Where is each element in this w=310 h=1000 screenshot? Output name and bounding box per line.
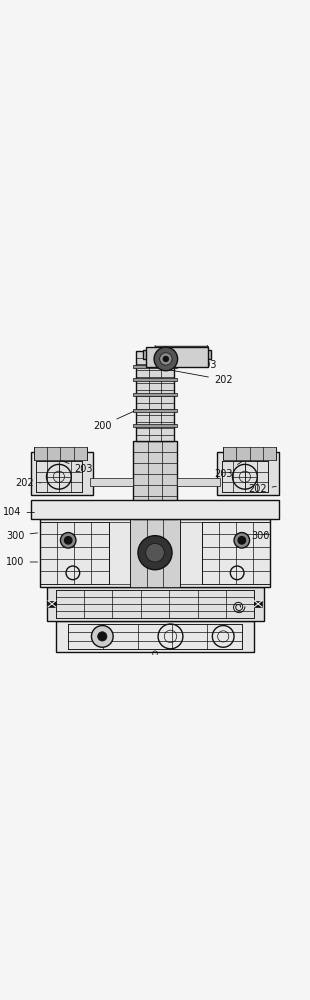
FancyBboxPatch shape	[155, 344, 208, 352]
Circle shape	[234, 533, 250, 548]
Bar	[48, 601, 56, 607]
Bar	[56, 590, 254, 618]
Text: 202: 202	[16, 478, 40, 488]
Bar	[202, 522, 270, 584]
Text: 202: 202	[248, 484, 276, 494]
Bar	[68, 624, 242, 649]
Circle shape	[163, 356, 168, 361]
Circle shape	[160, 353, 172, 365]
Bar	[108, 522, 202, 584]
Bar	[56, 621, 254, 652]
Bar	[177, 478, 220, 486]
Bar	[143, 350, 211, 359]
Bar	[146, 347, 208, 367]
Bar	[31, 508, 43, 517]
Bar	[133, 409, 177, 412]
Bar	[254, 601, 262, 607]
Bar	[31, 500, 279, 519]
Bar	[217, 452, 279, 495]
Bar	[136, 351, 174, 441]
Bar	[155, 353, 198, 365]
Circle shape	[154, 347, 178, 371]
Text: 300: 300	[6, 531, 38, 541]
Text: 203: 203	[61, 461, 93, 474]
Bar	[222, 461, 268, 492]
Circle shape	[146, 543, 164, 562]
Bar	[34, 447, 87, 460]
Bar	[40, 522, 108, 584]
Text: 203: 203	[176, 357, 217, 370]
Text: 202: 202	[172, 370, 232, 385]
Text: 203: 203	[214, 461, 242, 479]
Circle shape	[138, 536, 172, 570]
Bar	[155, 346, 208, 350]
Circle shape	[98, 632, 107, 641]
Bar	[31, 452, 93, 495]
Bar	[133, 365, 177, 368]
Bar	[133, 441, 177, 519]
Bar	[146, 351, 208, 357]
Circle shape	[64, 537, 72, 544]
Text: 200: 200	[93, 411, 134, 431]
Bar	[90, 478, 133, 486]
Circle shape	[91, 626, 113, 647]
Bar	[223, 447, 276, 460]
Bar	[133, 424, 177, 427]
Circle shape	[60, 533, 76, 548]
Bar	[36, 461, 82, 492]
Bar	[46, 587, 264, 621]
Bar	[40, 519, 270, 587]
Bar	[267, 508, 279, 517]
Circle shape	[238, 537, 246, 544]
Bar	[133, 393, 177, 396]
Bar	[37, 503, 273, 516]
Bar	[133, 378, 177, 381]
Text: 104: 104	[3, 507, 34, 517]
Text: 300: 300	[251, 531, 269, 541]
Bar	[130, 519, 180, 587]
Text: 100: 100	[6, 557, 38, 567]
